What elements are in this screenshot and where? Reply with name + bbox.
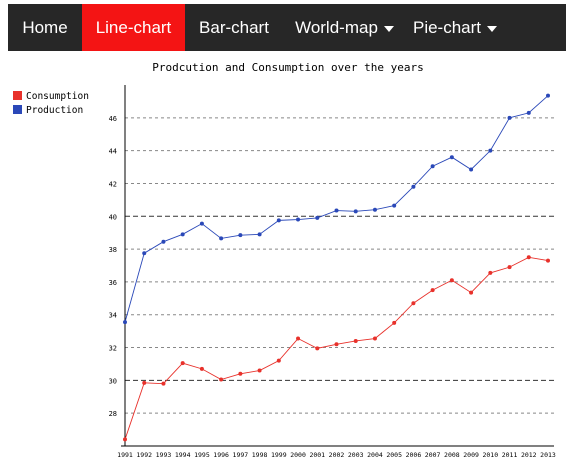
data-point-production (315, 215, 320, 220)
data-point-production (488, 148, 493, 153)
data-point-consumption (238, 371, 243, 376)
data-point-consumption (296, 336, 301, 341)
data-point-production (507, 115, 512, 120)
data-point-consumption (411, 301, 416, 306)
series-line-consumption (124, 256, 549, 440)
data-point-production (334, 208, 339, 213)
y-tick-label: 38 (109, 246, 117, 254)
x-tick-label: 2002 (329, 451, 345, 459)
x-tick-label: 1994 (175, 451, 191, 459)
legend-label: Consumption (26, 91, 89, 102)
top-navbar: Home Line-chart Bar-chart World-map Pie-char… (8, 4, 566, 51)
x-tick-label: 2008 (444, 451, 460, 459)
data-point-production (238, 233, 243, 238)
y-tick-label: 46 (109, 115, 117, 123)
data-point-consumption (372, 336, 377, 341)
x-tick-label: 2001 (309, 451, 325, 459)
data-point-production (449, 155, 454, 160)
x-tick-label: 2010 (482, 451, 498, 459)
x-tick-label: 2003 (348, 451, 364, 459)
data-point-production (123, 320, 127, 325)
data-point-production (296, 217, 301, 222)
data-point-production (411, 184, 416, 189)
data-point-consumption (180, 361, 185, 366)
x-tick-label: 1993 (156, 451, 172, 459)
caret-down-icon[interactable] (487, 25, 498, 32)
x-tick-label: 2004 (367, 451, 383, 459)
data-point-consumption (392, 320, 397, 325)
legend-label: Production (26, 105, 83, 116)
x-tick-label: 2009 (463, 451, 479, 459)
nav-line-chart-label: Line-chart (95, 17, 172, 37)
y-tick-label: 28 (109, 410, 117, 418)
y-tick-label: 30 (109, 377, 117, 385)
data-point-consumption (353, 338, 358, 343)
nav-bar-chart[interactable]: Bar-chart (185, 4, 283, 51)
data-point-consumption (546, 258, 550, 263)
y-tick-label: 44 (109, 148, 117, 156)
data-point-production (353, 209, 358, 214)
data-point-production (392, 203, 397, 208)
data-point-consumption (276, 358, 281, 363)
data-point-production (180, 232, 185, 237)
nav-pie-chart[interactable]: Pie-chart (406, 4, 504, 51)
data-point-consumption (161, 381, 166, 386)
data-point-consumption (507, 265, 512, 270)
legend-swatch (13, 105, 22, 114)
x-tick-label: 1996 (213, 451, 229, 459)
x-tick-label: 2013 (540, 451, 556, 459)
y-tick-label: 40 (109, 213, 117, 221)
data-point-consumption (123, 437, 127, 442)
nav-pie-chart-label: Pie-chart (412, 17, 482, 37)
x-tick-label: 2011 (502, 451, 518, 459)
nav-home-label: Home (22, 17, 68, 37)
x-tick-label: 2006 (406, 451, 422, 459)
data-point-production (276, 218, 281, 223)
data-point-production (142, 251, 147, 256)
legend-swatch (13, 91, 22, 100)
data-point-consumption (257, 368, 262, 373)
data-point-production (199, 221, 204, 226)
data-point-production (257, 232, 262, 237)
data-point-consumption (449, 278, 454, 283)
nav-line-chart[interactable]: Line-chart (82, 4, 185, 51)
data-point-production (546, 93, 550, 98)
data-point-consumption (219, 377, 224, 382)
x-tick-label: 2007 (425, 451, 441, 459)
nav-home[interactable]: Home (8, 4, 82, 51)
x-tick-label: 1998 (252, 451, 268, 459)
data-point-production (161, 239, 166, 244)
y-tick-label: 32 (109, 345, 117, 353)
data-point-production (469, 167, 474, 172)
x-tick-label: 1999 (271, 451, 287, 459)
data-point-consumption (315, 346, 320, 351)
data-point-consumption (488, 270, 493, 275)
y-tick-label: 34 (109, 312, 117, 320)
chart-title: Prodcution and Consumption over the year… (152, 61, 424, 74)
data-point-consumption (334, 342, 339, 347)
data-point-production (372, 207, 377, 212)
nav-world-map-label: World-map (295, 17, 378, 37)
x-tick-label: 1991 (117, 451, 133, 459)
x-tick-label: 2000 (290, 451, 306, 459)
x-tick-label: 1995 (194, 451, 210, 459)
data-point-consumption (526, 255, 531, 260)
data-point-consumption (142, 380, 147, 385)
caret-down-icon[interactable] (383, 25, 394, 32)
x-tick-label: 2012 (521, 451, 537, 459)
x-tick-label: 1992 (136, 451, 152, 459)
nav-world-map[interactable]: World-map (283, 4, 406, 51)
x-tick-label: 2005 (386, 451, 402, 459)
data-point-production (430, 164, 435, 169)
data-point-consumption (469, 290, 474, 295)
data-point-consumption (430, 288, 435, 293)
x-tick-label: 1997 (233, 451, 249, 459)
data-point-production (219, 236, 224, 241)
data-point-consumption (199, 366, 204, 371)
nav-bar-chart-label: Bar-chart (199, 17, 269, 37)
data-point-production (526, 110, 531, 115)
y-tick-label: 42 (109, 180, 117, 188)
y-tick-label: 36 (109, 279, 117, 287)
